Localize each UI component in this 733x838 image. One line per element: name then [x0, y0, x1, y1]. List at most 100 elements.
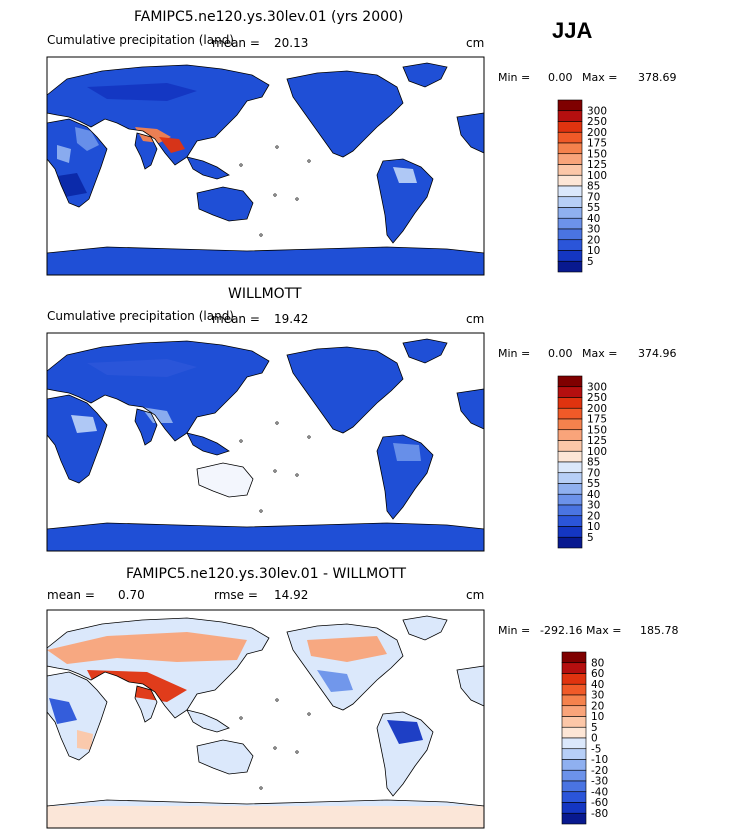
colorbar-2-label-2: 250 — [587, 392, 607, 404]
panel-1-title: FAMIPC5.ne120.ys.30lev.01 (yrs 2000) — [134, 9, 404, 25]
map-2-island-2 — [307, 435, 311, 439]
map-2-land-northamerica — [287, 347, 403, 433]
colorbar-1-swatch-7 — [557, 164, 583, 176]
map-1-land-southamerica — [377, 159, 433, 243]
colorbar-2-label-11: 40 — [587, 489, 600, 501]
map-1-field — [51, 83, 417, 197]
map-2-coast-greenland — [402, 338, 448, 364]
colorbar-2-label-7: 100 — [587, 446, 607, 458]
map-2-island-5 — [239, 439, 243, 443]
colorbar-2-label-14: 10 — [587, 521, 600, 533]
panel-3-rmse-label: rmse = — [214, 588, 258, 602]
colorbar-1-swatch-10 — [557, 196, 583, 208]
map-1-island-5 — [239, 163, 243, 167]
colorbar-2-label-12: 30 — [587, 500, 600, 512]
colorbar-1-label-11: 40 — [587, 213, 600, 225]
panel-2-min-label: Min = — [498, 347, 531, 360]
map-3-coast-eurasia — [46, 617, 270, 719]
colorbar-3-label-4: 30 — [591, 690, 604, 702]
colorbar-3-label-6: 10 — [591, 711, 604, 723]
panel-3-mean-label: mean = — [47, 588, 95, 602]
map-2-coast-eurasia — [46, 340, 270, 442]
map-1-coast-europe_east — [456, 112, 485, 154]
colorbar-3-label-10: -10 — [591, 754, 608, 766]
map-3-island-2 — [307, 712, 311, 716]
colorbar-1-swatch-9 — [557, 185, 583, 198]
colorbar-1-label-13: 20 — [587, 234, 600, 246]
colorbar-1-label-3: 200 — [587, 127, 607, 139]
colorbar-2-swatch-6 — [557, 429, 583, 441]
colorbar-2-swatch-7 — [557, 440, 583, 452]
colorbar-2-label-10: 55 — [587, 478, 600, 490]
colorbar-1-swatch-15 — [557, 250, 583, 262]
map-3-coast-northamerica — [286, 623, 404, 711]
panel-2-min-value: 0.00 — [548, 347, 573, 360]
map-1-field-patch-1 — [75, 127, 99, 151]
map-1-land-antarctica — [47, 247, 484, 275]
colorbar-1-label-5: 150 — [587, 148, 607, 160]
map-2-coast-seasia — [186, 432, 230, 456]
colorbar-2-label-6: 125 — [587, 435, 607, 447]
map-1-coast-northamerica — [286, 70, 404, 158]
map-1-field-patch-3 — [159, 137, 185, 153]
map-3-coast-africa — [46, 671, 108, 761]
map-3-island-4 — [295, 750, 299, 754]
colorbar-1-swatch-2 — [557, 110, 583, 122]
colorbar-2-swatch-1 — [557, 375, 583, 388]
colorbar-2-swatch-2 — [557, 386, 583, 398]
colorbar-1-label-4: 175 — [587, 138, 607, 150]
panel-3-min-label: Min = — [498, 624, 531, 637]
colorbar-1-label-6: 125 — [587, 159, 607, 171]
map-1-land-europe_east — [457, 113, 484, 153]
map-2-land-europe_east — [457, 389, 484, 429]
map-2-island-3 — [273, 469, 277, 473]
panel-3-units: cm — [466, 588, 485, 602]
map-1-coast-eurasia — [46, 64, 270, 166]
panel-3-min-value: -292.16 — [540, 624, 583, 637]
map-3-coast-southamerica — [376, 711, 434, 797]
panel-2-mean-label: mean = — [212, 312, 260, 326]
map-3-field-patch-6 — [387, 720, 423, 744]
map-3-coast-seasia — [186, 709, 230, 733]
panel-2-units: cm — [466, 312, 485, 326]
colorbar-1-swatch-11 — [557, 207, 583, 219]
colorbar-3-label-1: 80 — [591, 657, 604, 669]
map-2-coast-africa — [46, 394, 108, 484]
panel-3-rmse-value: 14.92 — [274, 588, 309, 602]
colorbar-3-swatch-15 — [561, 802, 587, 814]
map-1-island-2 — [307, 159, 311, 163]
panel-1-mean-label: mean = — [212, 36, 260, 50]
colorbar-2-label-13: 20 — [587, 510, 600, 522]
colorbar-2-swatch-12 — [557, 493, 583, 506]
map-1-island-4 — [295, 197, 299, 201]
colorbar-3-label-13: -40 — [591, 786, 608, 798]
panel-2-mean-value: 19.42 — [274, 312, 309, 326]
panel-3-mean-value: 0.70 — [118, 588, 145, 602]
map-1-frame — [46, 56, 485, 276]
colorbar-3-swatch-11 — [561, 759, 587, 771]
colorbar-2-swatch-3 — [557, 397, 583, 409]
map-2-land-greenland — [403, 339, 447, 363]
colorbar-2-swatch-11 — [557, 483, 583, 495]
colorbar-2-swatch-9 — [557, 461, 583, 474]
colorbar-3-swatch-12 — [561, 769, 587, 782]
colorbar-2-swatch-16 — [557, 536, 583, 549]
map-1-field-patch-4 — [57, 145, 71, 163]
panel-2-max-label: Max = — [582, 347, 618, 360]
colorbar-1-swatch-4 — [557, 131, 583, 144]
map-1-land-greenland — [403, 63, 447, 87]
map-panel-3 — [46, 609, 485, 829]
colorbar-3-label-9: -5 — [591, 743, 601, 755]
map-2-land-antarctica — [47, 523, 484, 551]
map-1-coast-africa — [46, 118, 108, 208]
map-2-coast-southamerica — [376, 434, 434, 520]
colorbar-3-swatch-4 — [561, 683, 587, 696]
colorbar-2-label-1: 300 — [587, 381, 607, 393]
colorbar-1-label-9: 70 — [587, 191, 600, 203]
colorbar-1-label-15: 5 — [587, 256, 594, 268]
colorbar-3-label-3: 40 — [591, 679, 604, 691]
map-2-island-4 — [295, 473, 299, 477]
